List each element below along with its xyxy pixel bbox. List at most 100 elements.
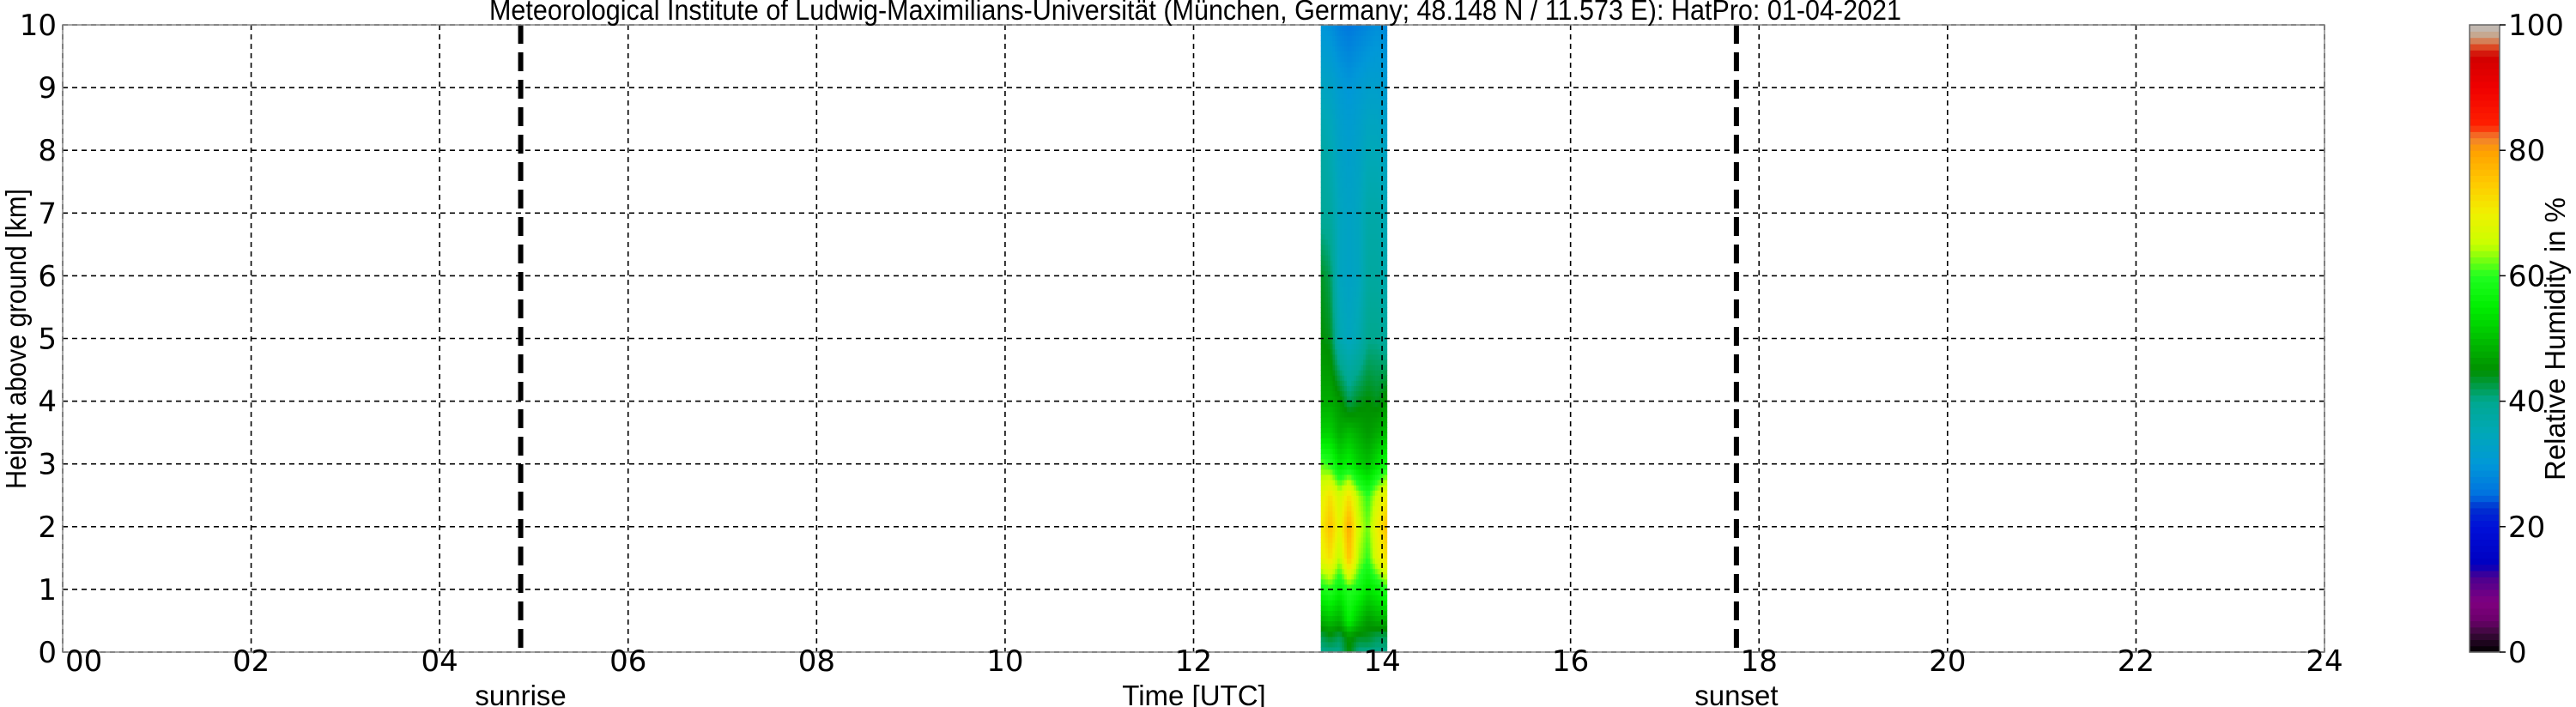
heatmap-cell [1320, 25, 1324, 31]
heatmap-cell [1342, 458, 1345, 465]
heatmap-cell [1355, 202, 1360, 208]
heatmap-cell [1363, 625, 1367, 632]
heatmap-cell [1377, 306, 1380, 313]
heatmap-cell [1325, 150, 1329, 156]
heatmap-cell [1351, 286, 1355, 293]
heatmap-cell [1346, 45, 1350, 52]
heatmap-cell [1342, 348, 1345, 355]
heatmap-cell [1339, 333, 1343, 340]
heatmap-cell [1382, 150, 1385, 156]
heatmap-cell [1361, 56, 1364, 63]
heatmap-cell [1332, 233, 1336, 240]
heatmap-cell [1323, 495, 1326, 501]
heatmap-cell [1320, 547, 1324, 553]
heatmap-cell [1346, 239, 1350, 245]
heatmap-cell [1325, 615, 1329, 622]
heatmap-cell [1384, 453, 1388, 460]
colorbar-segment [2470, 558, 2500, 565]
heatmap-cell [1370, 610, 1373, 616]
heatmap-cell [1382, 88, 1385, 94]
heatmap-cell [1379, 531, 1383, 538]
heatmap-cell [1384, 406, 1388, 413]
heatmap-cell [1361, 145, 1364, 151]
x-tick-label: 20 [1929, 644, 1966, 679]
heatmap-cell [1377, 338, 1380, 345]
heatmap-cell [1323, 432, 1326, 438]
heatmap-cell [1355, 51, 1360, 57]
heatmap-cell [1344, 385, 1348, 392]
heatmap-cell [1363, 176, 1367, 183]
heatmap-cell [1346, 323, 1350, 329]
heatmap-cell [1346, 191, 1350, 198]
heatmap-cell [1377, 390, 1380, 397]
heatmap-cell [1358, 526, 1361, 533]
heatmap-cell [1384, 448, 1388, 455]
heatmap-cell [1325, 390, 1329, 397]
heatmap-cell [1361, 348, 1364, 355]
heatmap-cell [1370, 223, 1373, 230]
heatmap-cell [1336, 338, 1341, 345]
heatmap-cell [1336, 401, 1341, 408]
heatmap-cell [1355, 583, 1360, 590]
heatmap-cell [1379, 620, 1383, 627]
heatmap-cell [1332, 93, 1336, 99]
heatmap-cell [1327, 458, 1331, 465]
heatmap-cell [1325, 500, 1329, 507]
heatmap-cell [1365, 521, 1369, 528]
heatmap-cell [1325, 421, 1329, 428]
heatmap-cell [1365, 40, 1369, 46]
heatmap-cell [1351, 186, 1355, 193]
heatmap-cell [1332, 160, 1336, 167]
heatmap-cell [1374, 646, 1379, 653]
heatmap-cell [1351, 636, 1355, 643]
heatmap-cell [1363, 171, 1367, 178]
heatmap-cell [1351, 249, 1355, 256]
heatmap-cell [1384, 364, 1388, 371]
heatmap-cell [1335, 260, 1338, 266]
heatmap-cell [1327, 213, 1331, 219]
heatmap-cell [1382, 385, 1385, 392]
heatmap-cell [1377, 213, 1380, 219]
heatmap-cell [1346, 30, 1350, 36]
colorbar-frame [2469, 24, 2500, 653]
heatmap-cell [1346, 103, 1350, 110]
heatmap-cell [1379, 553, 1383, 559]
heatmap-cell [1344, 416, 1348, 423]
heatmap-cell [1370, 636, 1373, 643]
heatmap-cell [1323, 118, 1326, 125]
heatmap-cell [1344, 359, 1348, 366]
heatmap-cell [1367, 176, 1371, 183]
heatmap-cell [1320, 98, 1324, 104]
heatmap-cell [1325, 600, 1329, 606]
heatmap-cell [1332, 338, 1336, 345]
heatmap-cell [1374, 485, 1379, 491]
heatmap-cell [1367, 171, 1371, 178]
heatmap-cell [1358, 328, 1361, 335]
heatmap-cell [1374, 458, 1379, 465]
heatmap-cell [1325, 568, 1329, 575]
heatmap-cell [1355, 328, 1360, 335]
heatmap-cell [1339, 526, 1343, 533]
heatmap-cell [1358, 265, 1361, 271]
heatmap-cell [1354, 166, 1357, 172]
heatmap-cell [1382, 474, 1385, 480]
heatmap-cell [1363, 359, 1367, 366]
heatmap-cell [1379, 594, 1383, 601]
heatmap-cell [1351, 610, 1355, 616]
heatmap-cell [1323, 625, 1326, 632]
heatmap-cell [1325, 432, 1329, 438]
heatmap-cell [1367, 406, 1371, 413]
heatmap-cell [1323, 463, 1326, 470]
heatmap-cell [1377, 76, 1380, 83]
heatmap-cell [1373, 186, 1376, 193]
heatmap-cell [1355, 490, 1360, 496]
heatmap-cell [1323, 553, 1326, 559]
heatmap-cell [1370, 589, 1373, 595]
heatmap-cell [1320, 438, 1324, 444]
heatmap-cell [1373, 181, 1376, 188]
heatmap-cell [1355, 129, 1360, 136]
heatmap-cell [1361, 463, 1364, 470]
heatmap-cell [1330, 118, 1334, 125]
heatmap-cell [1377, 421, 1380, 428]
heatmap-cell [1336, 166, 1341, 172]
